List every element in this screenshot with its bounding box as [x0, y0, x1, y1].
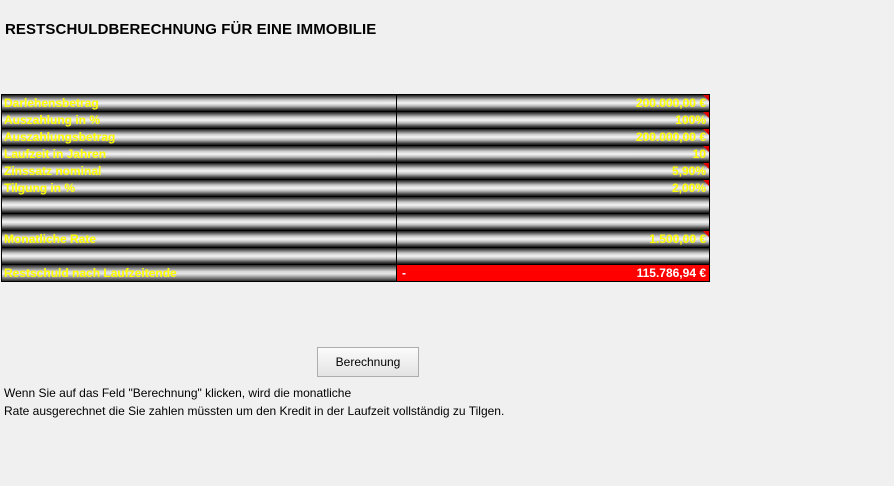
table-row	[2, 214, 709, 231]
row-label-empty	[2, 197, 397, 213]
comment-marker-icon	[703, 231, 709, 237]
comment-marker-icon	[703, 180, 709, 186]
row-value-empty	[397, 197, 709, 213]
info-text: Wenn Sie auf das Feld "Berechnung" klick…	[4, 384, 504, 420]
row-value-text: 200.000,00 €	[635, 130, 706, 144]
result-prefix: -	[402, 266, 406, 280]
table-row: Laufzeit in Jahren 10	[2, 146, 709, 163]
calculation-table: Darlehensbetrag 200.000,00 € Auszahlung …	[1, 94, 710, 282]
row-value-text: 1.500,00 €	[649, 232, 706, 246]
table-row: Monatliche Rate 1.500,00 €	[2, 231, 709, 248]
result-row: Restschuld nach Laufzeitende - 115.786,94…	[2, 265, 709, 282]
info-line: Rate ausgerechnet die Sie zahlen müssten…	[4, 404, 505, 418]
row-label-zinssatz: Zinssatz nominal	[2, 163, 397, 179]
row-value-text: 100%	[675, 113, 706, 127]
table-row: Zinssatz nominal 5,90%	[2, 163, 709, 180]
row-value-text: 2,00%	[671, 181, 706, 195]
row-value-empty	[397, 248, 709, 264]
row-value-text: 10	[692, 147, 706, 161]
table-row	[2, 248, 709, 265]
comment-marker-icon	[703, 129, 709, 135]
row-value-laufzeit[interactable]: 10	[397, 146, 709, 162]
comment-marker-icon	[703, 95, 709, 101]
row-label-darlehensbetrag: Darlehensbetrag	[2, 95, 397, 111]
row-value-empty	[397, 214, 709, 230]
row-label-empty	[2, 248, 397, 264]
row-value-zinssatz[interactable]: 5,90%	[397, 163, 709, 179]
comment-marker-icon	[703, 146, 709, 152]
info-line: Wenn Sie auf das Feld "Berechnung" klick…	[4, 386, 352, 400]
row-value-monatliche-rate[interactable]: 1.500,00 €	[397, 231, 709, 247]
row-label-auszahlungsbetrag: Auszahlungsbetrag	[2, 129, 397, 145]
result-label: Restschuld nach Laufzeitende	[2, 265, 397, 281]
row-value-auszahlung-prozent[interactable]: 100%	[397, 112, 709, 128]
row-label-auszahlung-prozent: Auszahlung in %	[2, 112, 397, 128]
table-row: Tilgung in % 2,00%	[2, 180, 709, 197]
row-value-auszahlungsbetrag[interactable]: 200.000,00 €	[397, 129, 709, 145]
row-label-empty	[2, 214, 397, 230]
row-value-text: 5,90%	[671, 164, 706, 178]
table-row: Auszahlungsbetrag 200.000,00 €	[2, 129, 709, 146]
row-label-tilgung: Tilgung in %	[2, 180, 397, 196]
result-value: - 115.786,94 €	[397, 265, 709, 281]
table-row: Darlehensbetrag 200.000,00 €	[2, 95, 709, 112]
result-value-text: 115.786,94 €	[636, 266, 706, 280]
table-row: Auszahlung in % 100%	[2, 112, 709, 129]
row-label-laufzeit: Laufzeit in Jahren	[2, 146, 397, 162]
row-value-tilgung[interactable]: 2,00%	[397, 180, 709, 196]
comment-marker-icon	[703, 112, 709, 118]
comment-marker-icon	[703, 163, 709, 169]
row-label-monatliche-rate: Monatliche Rate	[2, 231, 397, 247]
table-row	[2, 197, 709, 214]
row-value-darlehensbetrag[interactable]: 200.000,00 €	[397, 95, 709, 111]
row-value-text: 200.000,00 €	[635, 96, 706, 110]
page-title: RESTSCHULDBERECHNUNG FÜR EINE IMMOBILIE	[5, 21, 377, 38]
berechnung-button[interactable]: Berechnung	[317, 347, 419, 377]
